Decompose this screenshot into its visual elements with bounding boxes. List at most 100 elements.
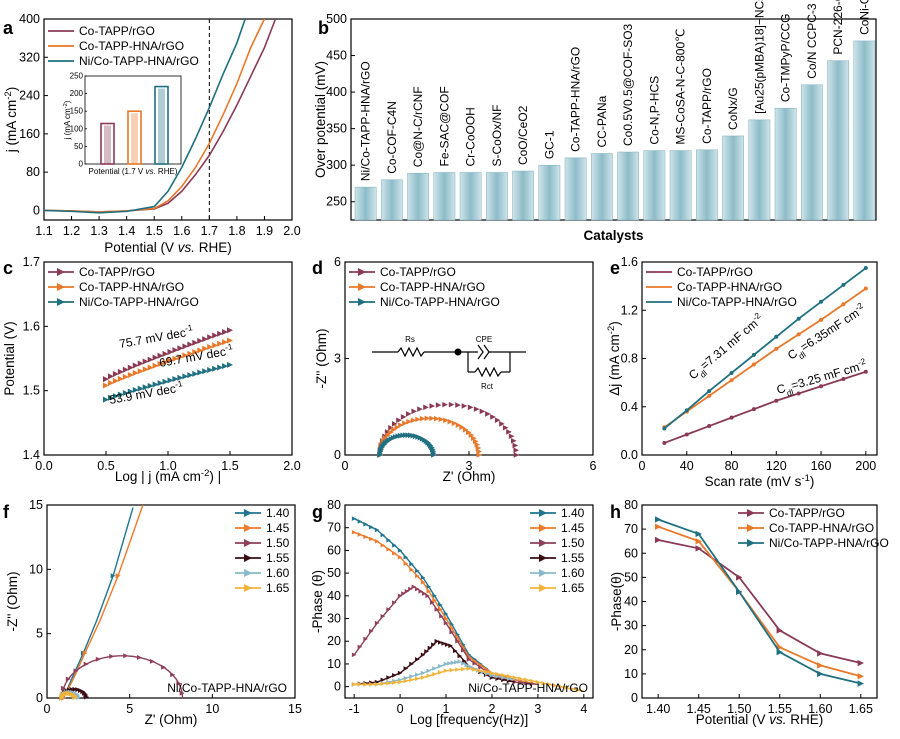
data-marker (363, 534, 368, 540)
data-marker (187, 350, 194, 357)
data-marker (443, 611, 449, 617)
data-marker (819, 317, 824, 322)
x-tick-label: 1.55 (768, 702, 792, 716)
data-marker (192, 349, 199, 356)
series-markers-co (662, 369, 868, 445)
legend-label: 1.65 (561, 581, 585, 595)
data-marker (137, 368, 144, 375)
data-marker (426, 668, 432, 674)
y-tick-label: 50 (624, 570, 638, 584)
data-marker (433, 415, 440, 422)
data-marker (429, 600, 435, 605)
data-marker (392, 600, 397, 605)
data-marker (443, 616, 449, 621)
data-marker (212, 342, 219, 349)
legend-label: Ni/Co-TAPP-HNA/rGO (79, 295, 199, 309)
bar (538, 164, 561, 221)
text-run: j (mA cm (63, 108, 72, 140)
legend-label: 1.40 (266, 506, 290, 520)
data-marker (420, 579, 426, 585)
data-marker (465, 429, 472, 436)
data-marker (432, 598, 437, 603)
bar (486, 172, 508, 221)
data-marker (415, 573, 420, 579)
x-tick-label: 15 (288, 702, 302, 716)
x-tick-label: 1.1 (35, 224, 52, 238)
data-marker (157, 380, 164, 387)
text-run: =3.25 mF cm (790, 360, 861, 393)
data-marker (438, 416, 445, 423)
y-tick-label: 300 (326, 158, 347, 172)
y-tick-label: 20 (624, 643, 638, 657)
legend-marker (747, 539, 755, 547)
y-tick-label: 5 (36, 627, 43, 641)
x-tick-label: 1.5 (221, 459, 238, 473)
series-markers-co (655, 536, 864, 667)
data-marker (107, 380, 114, 387)
series-line-hna (663, 287, 867, 428)
data-marker (774, 346, 779, 351)
y-tick-label: 15 (29, 498, 43, 512)
bar-category-label: Co0.5V0.5@COF-SO3 (621, 23, 635, 146)
x-tick-label: 1.2 (63, 224, 80, 238)
y-tick-label: 400 (19, 12, 40, 26)
data-marker (161, 664, 167, 670)
panel-f-frame (46, 504, 296, 699)
legend-label: 1.55 (266, 551, 290, 565)
data-marker (137, 655, 143, 661)
series-line-ni (43, 18, 246, 214)
x-tick-label: 1.3 (90, 224, 107, 238)
legend-marker (244, 569, 252, 577)
data-marker (819, 384, 824, 389)
data-marker (435, 402, 442, 408)
text-run: ) (810, 474, 815, 489)
data-marker (451, 420, 458, 427)
legend-marker (244, 584, 252, 592)
data-marker (415, 586, 420, 592)
bar-category-label: CC-PANa (595, 95, 609, 147)
panel-label-e: e (610, 258, 620, 278)
data-marker (172, 347, 179, 354)
data-marker (72, 694, 78, 700)
data-marker (217, 340, 224, 347)
data-marker (662, 426, 667, 431)
x-tick-label: 1.65 (849, 702, 873, 716)
data-marker (513, 452, 520, 458)
data-marker (796, 391, 801, 396)
bar (459, 172, 482, 221)
data-marker (707, 389, 712, 394)
data-marker (467, 404, 474, 411)
bar (643, 150, 666, 221)
x-axis-label: Catalysts (583, 228, 643, 243)
text-run: Potential (V (696, 712, 770, 727)
resistor-rct (474, 366, 502, 378)
bar-category-label: Co-TAPP/rGO (700, 68, 714, 144)
data-marker (535, 679, 541, 685)
data-marker (499, 421, 505, 427)
data-marker (472, 667, 478, 672)
y-tick-label: 20 (327, 634, 341, 648)
text-run: -1 (224, 341, 233, 352)
data-marker (431, 642, 436, 647)
data-marker (729, 370, 734, 375)
data-marker (172, 376, 179, 383)
data-marker (162, 350, 169, 357)
data-marker (420, 652, 426, 658)
data-marker (357, 519, 363, 524)
bar (354, 186, 377, 221)
data-marker (452, 648, 458, 654)
data-marker (386, 675, 391, 680)
series-line-hna (657, 525, 862, 678)
data-marker (460, 666, 466, 672)
data-marker (421, 591, 427, 596)
text-run: -1 (801, 473, 809, 484)
series-line-c145 (62, 504, 144, 699)
legend-label: Co-TAPP/rGO (79, 24, 155, 38)
data-marker (409, 561, 414, 567)
data-marker (420, 670, 426, 676)
series-markers-c150 (351, 584, 535, 687)
y-tick-label: 240 (19, 89, 40, 103)
legend-marker (539, 539, 547, 547)
text-run: dl (786, 387, 795, 398)
data-marker (142, 358, 149, 365)
